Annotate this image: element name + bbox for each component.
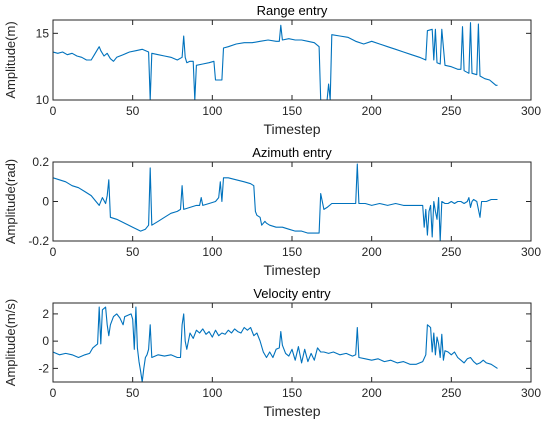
chart-title: Azimuth entry [252,145,332,160]
x-tick-label: 0 [50,245,57,259]
x-tick-label: 300 [521,245,541,259]
y-tick-label: 15 [36,26,50,40]
x-tick-label: 300 [521,386,541,400]
y-tick-label: 2 [42,307,49,321]
y-axis-label: Amplitude(m) [3,21,18,98]
series-line [53,163,498,241]
series-line [53,22,498,100]
x-axis-label: Timestep [263,403,320,419]
x-tick-label: 0 [50,386,57,400]
panel-range: Range entry 0 50 100 150 200 250 300 10 15 Timeste… [3,3,541,137]
x-tick-label: 150 [282,386,302,400]
y-tick-label: 10 [36,93,50,107]
x-tick-label: 250 [441,245,461,259]
axes-box [52,302,532,383]
x-tick-label: 300 [521,104,541,118]
y-axis-label: Amplitude(rad) [3,159,18,244]
x-tick-label: 200 [362,386,382,400]
x-tick-label: 200 [362,104,382,118]
x-tick-label: 50 [126,386,140,400]
y-tick-label: -2 [38,361,49,375]
y-tick-label: -0.2 [28,234,49,248]
y-tick-label: 0 [42,334,49,348]
x-tick-label: 0 [50,104,57,118]
x-tick-label: 50 [126,104,140,118]
y-axis-label: Amplitude(m/s) [3,299,18,386]
x-tick-label: 100 [202,245,222,259]
chart-title: Range entry [257,3,328,18]
chart-title: Velocity entry [253,286,331,301]
x-tick-label: 50 [126,245,140,259]
x-axis-label: Timestep [263,262,320,278]
series-line [53,306,498,382]
x-tick-label: 150 [282,245,302,259]
x-axis-label: Timestep [263,121,320,137]
x-tick-label: 100 [202,386,222,400]
x-tick-label: 250 [441,104,461,118]
x-tick-label: 100 [202,104,222,118]
y-tick-label: 0.2 [32,155,49,169]
x-tick-label: 250 [441,386,461,400]
y-tick-label: 0 [42,195,49,209]
x-tick-label: 150 [282,104,302,118]
axes-box [52,19,532,101]
x-tick-label: 200 [362,245,382,259]
